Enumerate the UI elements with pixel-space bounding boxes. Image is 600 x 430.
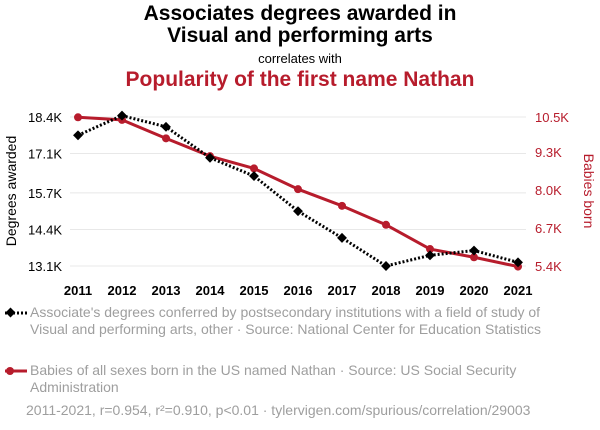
x-tick-label: 2016: [284, 283, 313, 298]
chart-title-line2: Visual and performing arts: [167, 24, 433, 47]
series2-point: [250, 164, 258, 173]
x-tick-label: 2019: [416, 283, 445, 298]
chart-subtitle: correlates with: [258, 51, 342, 66]
legend-series1-symbol: [5, 307, 27, 318]
series1-point: [249, 171, 259, 181]
y-right-tick-label: 10.5K: [535, 110, 569, 125]
series1-point: [337, 232, 347, 243]
series1-point: [513, 257, 523, 268]
x-tick-label: 2021: [504, 283, 533, 298]
chart-title-secondary: Popularity of the first name Nathan: [125, 68, 475, 91]
series2-point: [426, 245, 434, 254]
y-left-tick-label: 17.1K: [28, 147, 62, 162]
series2-point: [338, 201, 346, 210]
legend-series2-label: Babies of all sexes born in the US named…: [30, 362, 517, 395]
x-tick-label: 2014: [196, 283, 226, 298]
y-right-axis-label: Babies born: [581, 154, 597, 229]
x-tick-label: 2020: [460, 283, 489, 298]
y-left-tick-label: 13.1K: [28, 259, 62, 274]
x-tick-label: 2012: [108, 283, 137, 298]
y-right-tick-label: 6.7K: [535, 221, 562, 236]
chart-area: 13.1K 14.4K 15.7K 17.1K 18.4K 5.4K 6.7K 8.0K 9.3…: [3, 110, 597, 298]
series2-point: [470, 253, 478, 262]
y-left-tick-label: 14.4K: [28, 222, 62, 237]
x-tick-label: 2013: [152, 283, 181, 298]
legend-series1-label: Associate's degrees conferred by postsec…: [30, 304, 541, 337]
series2-point: [382, 220, 390, 229]
y-left-tick-label: 18.4K: [28, 110, 62, 125]
legend-series2-symbol: [5, 367, 27, 375]
x-tick-label: 2011: [64, 283, 92, 298]
x-tick-label: 2017: [328, 283, 357, 298]
series1-point: [381, 261, 391, 271]
y-left-tick-label: 15.7K: [28, 186, 62, 201]
y-right-tick-label: 5.4K: [535, 259, 562, 274]
y-right-tick-label: 8.0K: [535, 183, 562, 198]
x-tick-label: 2018: [372, 283, 401, 298]
footer-stats: 2011-2021, r=0.954, r²=0.910, p<0.01 · t…: [26, 402, 531, 418]
series1-point: [161, 121, 171, 132]
series1-point: [425, 250, 435, 261]
series1-point: [205, 152, 215, 163]
y-left-axis-label: Degrees awarded: [3, 136, 19, 247]
series1-point: [73, 130, 83, 141]
y-right-tick-label: 9.3K: [535, 145, 562, 160]
chart-title-line1: Associates degrees awarded in: [143, 2, 457, 25]
series2-point: [74, 113, 82, 122]
series2-point: [162, 134, 170, 143]
series1-point: [469, 245, 479, 256]
x-tick-label: 2015: [240, 283, 269, 298]
series2-point: [294, 185, 302, 194]
series1-point: [117, 110, 127, 121]
series1-point: [293, 206, 303, 217]
